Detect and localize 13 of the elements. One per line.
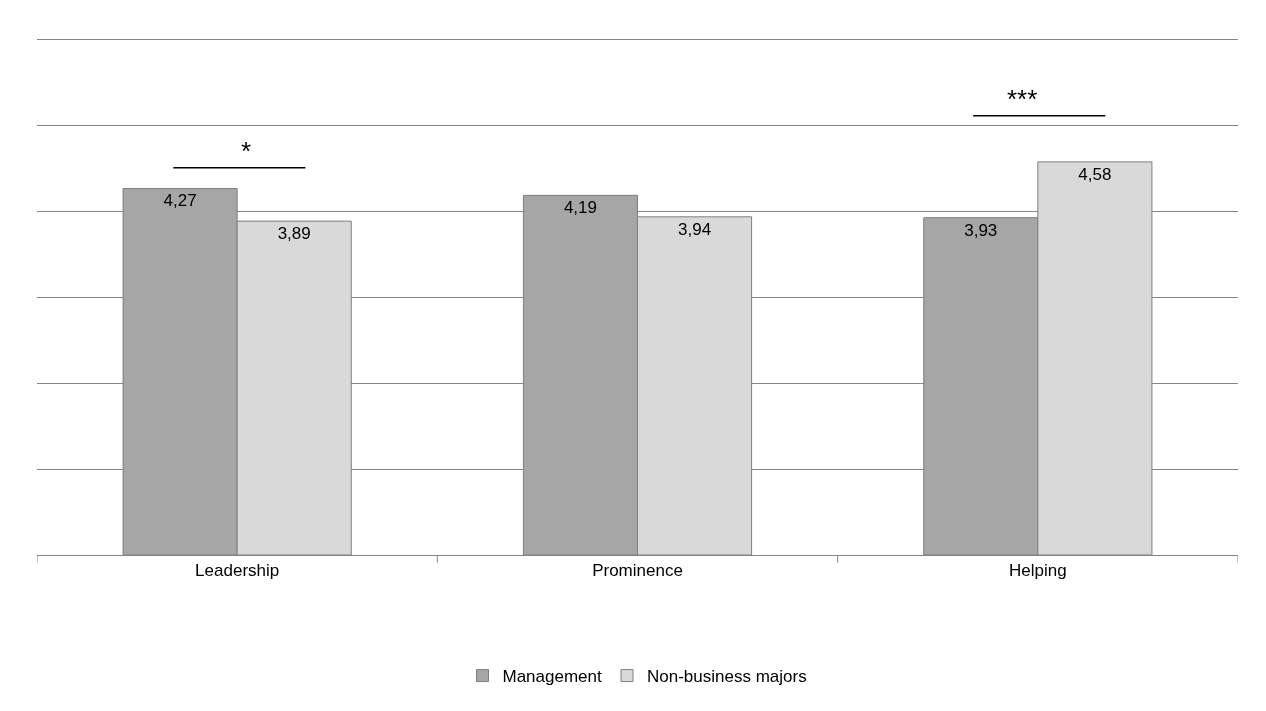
annotation: *** xyxy=(1007,84,1038,114)
x-tick-label: Helping xyxy=(1009,561,1067,581)
x-tick-label: Leadership xyxy=(195,561,280,581)
x-tick-label: Prominence xyxy=(592,561,683,581)
data-label: 4,19 xyxy=(563,198,597,218)
data-label: 3,94 xyxy=(678,219,712,239)
legend-label: Non-business majors xyxy=(647,667,807,687)
data-label: 4,58 xyxy=(1078,164,1112,184)
legend-label: Management xyxy=(502,667,602,687)
annotation: * xyxy=(241,136,252,166)
data-label: 4,27 xyxy=(163,191,197,211)
data-label: 3,89 xyxy=(277,224,311,244)
data-label: 3,93 xyxy=(964,220,998,240)
